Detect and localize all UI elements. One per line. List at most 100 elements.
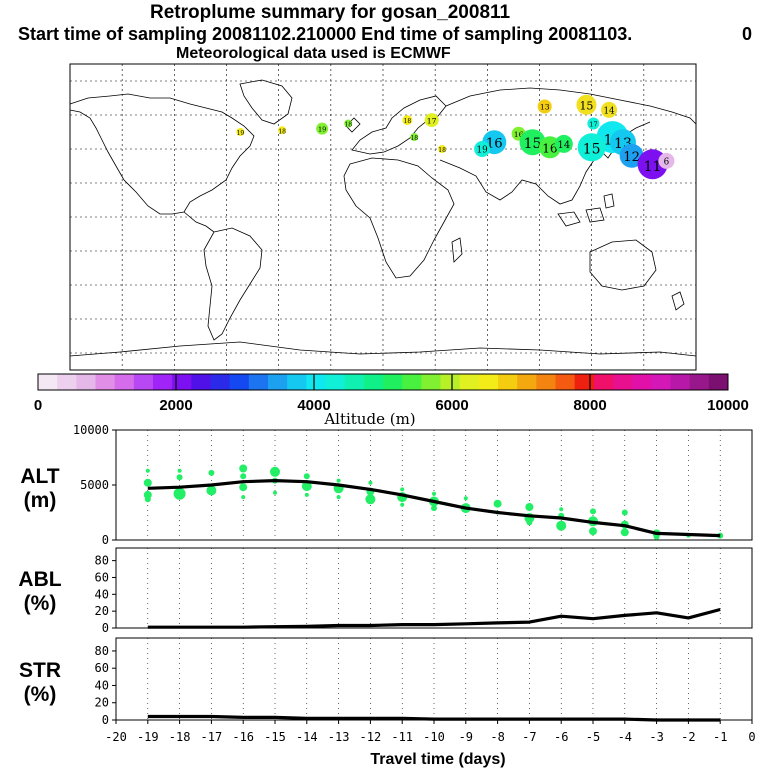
central-america-coast [183, 211, 215, 233]
plume-marker-label: 18 [410, 135, 418, 142]
y-tick-label: 80 [95, 644, 109, 658]
y-tick-label: 40 [95, 678, 109, 692]
colorbar-cell [38, 374, 58, 390]
greenland-coast [239, 79, 293, 125]
colorbar-tick-label: 2000 [159, 397, 192, 414]
colorbar-cell [114, 374, 135, 390]
plume-marker [278, 126, 287, 135]
plume-marker [402, 115, 413, 126]
y-tick-label: 0 [102, 713, 109, 727]
y-axis-label: ABL [18, 568, 61, 591]
scatter-point [400, 502, 405, 507]
plume-marker [424, 113, 439, 128]
colorbar-cell [210, 374, 231, 390]
x-tick-label: -7 [522, 730, 536, 744]
colorbar-cell [689, 374, 710, 390]
world-map: 1514131714131512116161516141619171819181… [69, 63, 697, 371]
colorbar-cell [76, 374, 96, 390]
meteo-source: Meteorological data used is ECMWF [176, 45, 451, 62]
plume-marker [619, 143, 644, 168]
british-isles-coast [345, 117, 361, 133]
scatter-point [240, 473, 247, 480]
plume-marker [474, 141, 491, 157]
plume-marker-label: 18 [404, 118, 412, 125]
scatter-point [336, 478, 341, 483]
colorbar-cell [517, 374, 537, 390]
colorbar-cell [133, 374, 154, 390]
colorbar-cell [268, 374, 288, 390]
y-axis-unit: (m) [24, 489, 57, 512]
scatter-point [556, 520, 567, 531]
colorbar-cell [153, 374, 173, 390]
antarctica-coast [69, 341, 697, 357]
colorbar-tick-label: 4000 [297, 397, 330, 414]
scatter-point [493, 499, 502, 508]
plume-marker-label: 6 [664, 158, 670, 168]
plume-marker-label: 18 [344, 122, 352, 129]
x-tick-label: -9 [459, 730, 473, 744]
north-america-coast [69, 93, 255, 215]
y-tick-label: 5000 [80, 478, 109, 492]
x-tick-label: -10 [423, 730, 445, 744]
plume-marker [344, 119, 353, 128]
plume-marker [410, 133, 419, 142]
plume-marker-label: 14 [603, 107, 615, 117]
x-tick-label: -4 [618, 730, 632, 744]
colorbar-tick-label: 6000 [435, 397, 468, 414]
scatter-point [303, 473, 310, 480]
scatter-point [176, 474, 183, 481]
x-tick-label: -8 [490, 730, 504, 744]
plume-marker-label: 15 [524, 136, 542, 152]
plume-marker-label: 16 [542, 141, 557, 155]
colorbar-cell [363, 374, 384, 390]
scatter-point [304, 492, 309, 497]
scatter-point [208, 469, 215, 476]
scatter-point [239, 464, 248, 473]
scatter-point [177, 468, 182, 473]
plume-marker [316, 122, 329, 135]
scatter-point [273, 490, 277, 495]
south-america-coast [203, 227, 263, 341]
y-tick-label: 80 [95, 554, 109, 568]
australia-coast [589, 239, 657, 291]
x-tick-label: -12 [360, 730, 382, 744]
plume-marker-label: 15 [579, 99, 593, 112]
y-axis-unit: (%) [24, 592, 57, 615]
plume-marker [658, 152, 675, 169]
scatter-point [368, 480, 373, 485]
colorbar-cell [306, 374, 326, 390]
x-tick-label: -11 [391, 730, 413, 744]
x-tick-label: -15 [264, 730, 286, 744]
y-axis-label: ALT [20, 465, 59, 488]
colorbar-cell [248, 374, 269, 390]
colorbar-cell [383, 374, 403, 390]
scatter-point [431, 505, 437, 512]
altitude-colorbar: 0 2000 4000 6000 8000 10000 Altitude (m) [34, 373, 749, 428]
x-tick-label: -20 [105, 730, 127, 744]
plume-marker-label: 19 [318, 126, 326, 134]
colorbar-cell [613, 374, 633, 390]
africa-coast [343, 157, 455, 279]
scatter-point [400, 487, 405, 492]
plume-marker [554, 134, 573, 153]
plume-marker-label: 18 [438, 147, 446, 154]
plume-marker-label: 18 [278, 128, 286, 135]
x-tick-label: -2 [681, 730, 695, 744]
x-tick-label: -18 [169, 730, 191, 744]
x-tick-label: -1 [713, 730, 727, 744]
x-tick-label: -3 [649, 730, 663, 744]
sampling-end-tail: 0 [742, 24, 753, 44]
colorbar-tick-label: 8000 [573, 397, 606, 414]
plume-marker-label: 16 [486, 137, 503, 152]
x-tick-label: -13 [328, 730, 350, 744]
colorbar-cell [402, 374, 422, 390]
colorbar-frame [37, 373, 729, 391]
y-tick-label: 40 [95, 587, 109, 601]
chart-title: Retroplume summary for gosan_200811 [150, 2, 511, 23]
scatter-point [559, 507, 564, 512]
colorbar-cell [670, 374, 691, 390]
y-tick-label: 20 [95, 604, 109, 618]
colorbar-cell [287, 374, 307, 390]
